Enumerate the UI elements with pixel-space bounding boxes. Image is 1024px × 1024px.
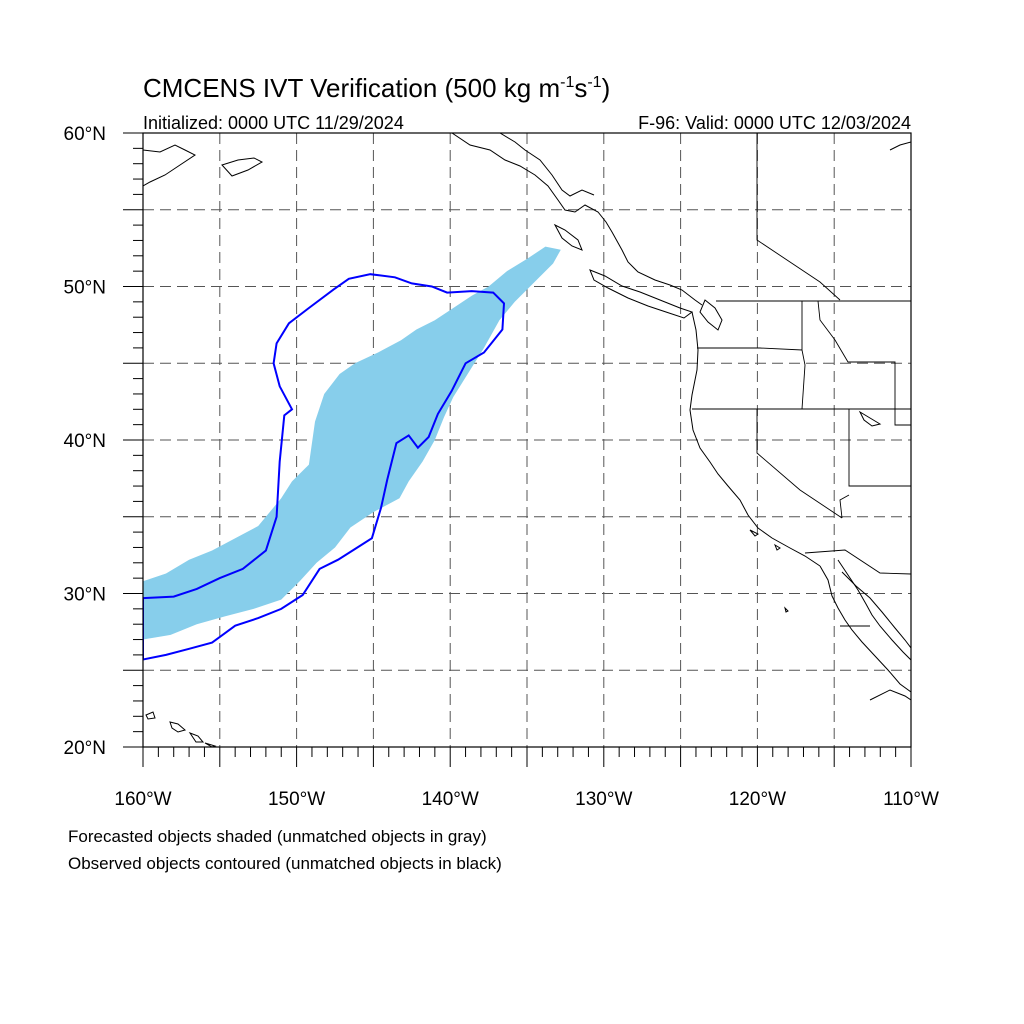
init-time-label: Initialized: 0000 UTC 11/29/2024 xyxy=(143,113,404,133)
lat-tick-label: 60°N xyxy=(64,124,106,145)
axis-tick-labels: 160°W 150°W 140°W 130°W 120°W 110°W 20°N 30°N 40… xyxy=(64,124,939,810)
lat-tick-label: 30°N xyxy=(64,585,106,606)
lat-tick-label: 40°N xyxy=(64,431,106,452)
lon-tick-label: 120°W xyxy=(729,789,786,810)
footer-note-observed: Observed objects contoured (unmatched ob… xyxy=(68,854,502,873)
title-sup2: -1 xyxy=(587,74,601,91)
lat-tick-label: 20°N xyxy=(64,738,106,759)
forecast-object-shaded xyxy=(143,246,561,640)
footer-note-forecast: Forecasted objects shaded (unmatched obj… xyxy=(68,827,487,846)
axis-ticks xyxy=(123,132,912,767)
lat-tick-label: 50°N xyxy=(64,278,106,299)
map-title: CMCENS IVT Verification (500 kg m-1s-1) xyxy=(143,73,610,103)
lon-tick-label: 150°W xyxy=(268,789,325,810)
valid-time-label: F-96: Valid: 0000 UTC 12/03/2024 xyxy=(638,113,911,133)
lon-tick-label: 130°W xyxy=(575,789,632,810)
coastlines xyxy=(143,133,911,747)
lon-tick-label: 160°W xyxy=(114,789,171,810)
grid-lines xyxy=(143,133,911,747)
plot-area xyxy=(143,133,911,747)
lon-tick-label: 110°W xyxy=(883,789,939,810)
observed-object-contour xyxy=(143,273,506,661)
title-sup1: -1 xyxy=(560,74,574,91)
title-mid: s xyxy=(574,73,587,103)
political-borders xyxy=(692,133,911,627)
lon-tick-label: 140°W xyxy=(422,789,479,810)
title-main: CMCENS IVT Verification (500 kg m xyxy=(143,73,560,103)
title-end: ) xyxy=(602,73,611,103)
